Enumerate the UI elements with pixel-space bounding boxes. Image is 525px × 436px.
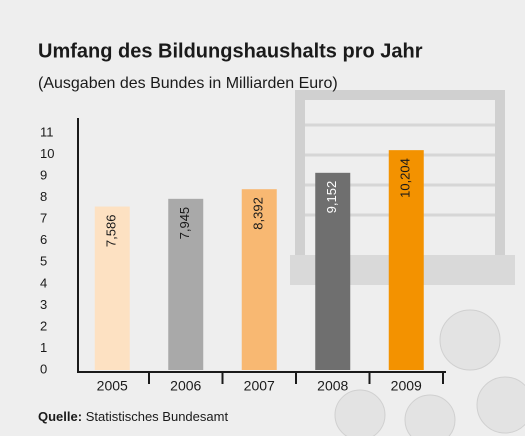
y-tick-label: 3 xyxy=(40,297,47,312)
value-label: 8,392 xyxy=(251,197,266,230)
y-tick-label: 2 xyxy=(40,318,47,333)
y-tick-label: 8 xyxy=(40,189,47,204)
y-tick-label: 10 xyxy=(40,146,54,161)
x-tick-label: 2007 xyxy=(244,378,275,394)
value-label: 10,204 xyxy=(398,158,413,198)
x-tick-label: 2006 xyxy=(170,378,201,394)
chart-subtitle: (Ausgaben des Bundes in Milliarden Euro) xyxy=(38,75,338,92)
y-tick-label: 9 xyxy=(40,168,47,183)
source-text: Statistisches Bundesamt xyxy=(86,409,229,424)
y-tick-label: 1 xyxy=(40,340,47,355)
bar xyxy=(388,150,424,370)
bar xyxy=(315,172,351,370)
value-label: 7,586 xyxy=(104,215,119,248)
y-tick-label: 5 xyxy=(40,254,47,269)
y-tick-label: 6 xyxy=(40,232,47,247)
value-label: 7,945 xyxy=(177,207,192,240)
x-tick-label: 2005 xyxy=(97,378,128,394)
y-tick-label: 0 xyxy=(40,361,47,376)
bar xyxy=(94,206,130,370)
value-label: 9,152 xyxy=(324,181,339,214)
chart-title: Umfang des Bildungshaushalts pro Jahr xyxy=(38,40,423,62)
bar xyxy=(241,189,277,370)
source: Quelle: Statistisches Bundesamt xyxy=(38,409,228,424)
bar xyxy=(168,198,204,370)
x-tick-label: 2008 xyxy=(317,378,348,394)
x-tick-label: 2009 xyxy=(391,378,422,394)
y-tick-label: 4 xyxy=(40,275,47,290)
source-label: Quelle: xyxy=(38,409,82,424)
y-tick-label: 11 xyxy=(40,124,54,139)
y-tick-label: 7 xyxy=(40,211,47,226)
